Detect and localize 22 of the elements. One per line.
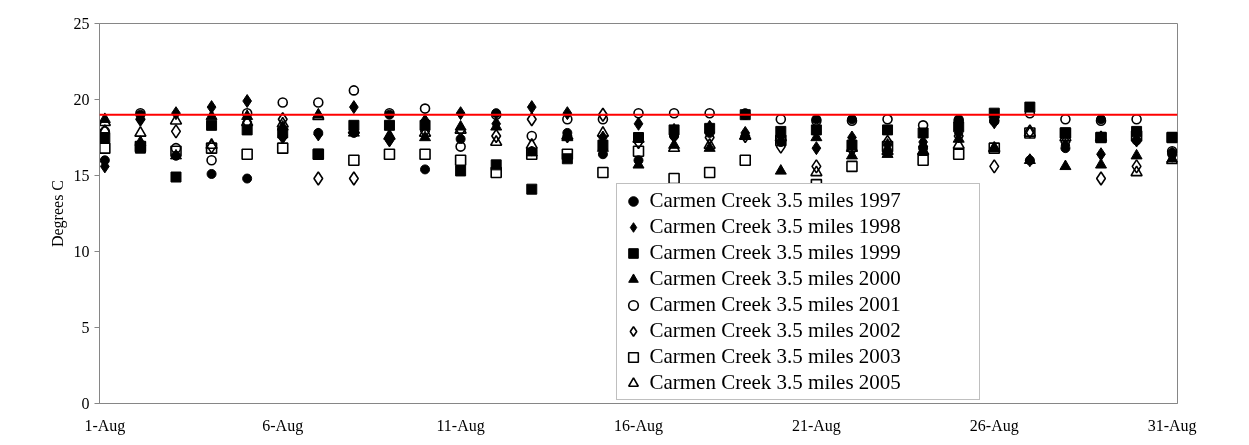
y-tick-label: 20 [73, 91, 90, 108]
legend-label: Carmen Creek 3.5 miles 2002 [649, 318, 902, 343]
y-tick-label: 5 [81, 319, 90, 336]
x-tick-label: 21-Aug [791, 416, 841, 435]
y-tick-label: 0 [81, 395, 90, 412]
x-tick-label: 16-Aug [614, 416, 663, 435]
x-tick-label: 1-Aug [84, 416, 126, 435]
legend-label: Carmen Creek 3.5 miles 1999 [649, 240, 902, 265]
y-tick-label: 10 [73, 243, 90, 260]
y-tick-label: 25 [73, 15, 90, 32]
x-tick-label: 11-Aug [436, 416, 485, 435]
legend-label: Carmen Creek 3.5 miles 2001 [649, 292, 902, 317]
legend-label: Carmen Creek 3.5 miles 1997 [649, 188, 902, 213]
legend-label: Carmen Creek 3.5 miles 1998 [649, 214, 902, 239]
legend-label: Carmen Creek 3.5 miles 2003 [649, 344, 902, 369]
y-axis-title: Degrees C [48, 179, 67, 248]
x-tick-label: 6-Aug [262, 416, 304, 435]
legend-label: Carmen Creek 3.5 miles 2000 [649, 266, 902, 291]
x-tick-label: 26-Aug [969, 416, 1019, 435]
legend-label: Carmen Creek 3.5 miles 2005 [649, 370, 902, 395]
x-tick-label: 31-Aug [1147, 416, 1197, 435]
y-tick-label: 15 [73, 167, 90, 184]
